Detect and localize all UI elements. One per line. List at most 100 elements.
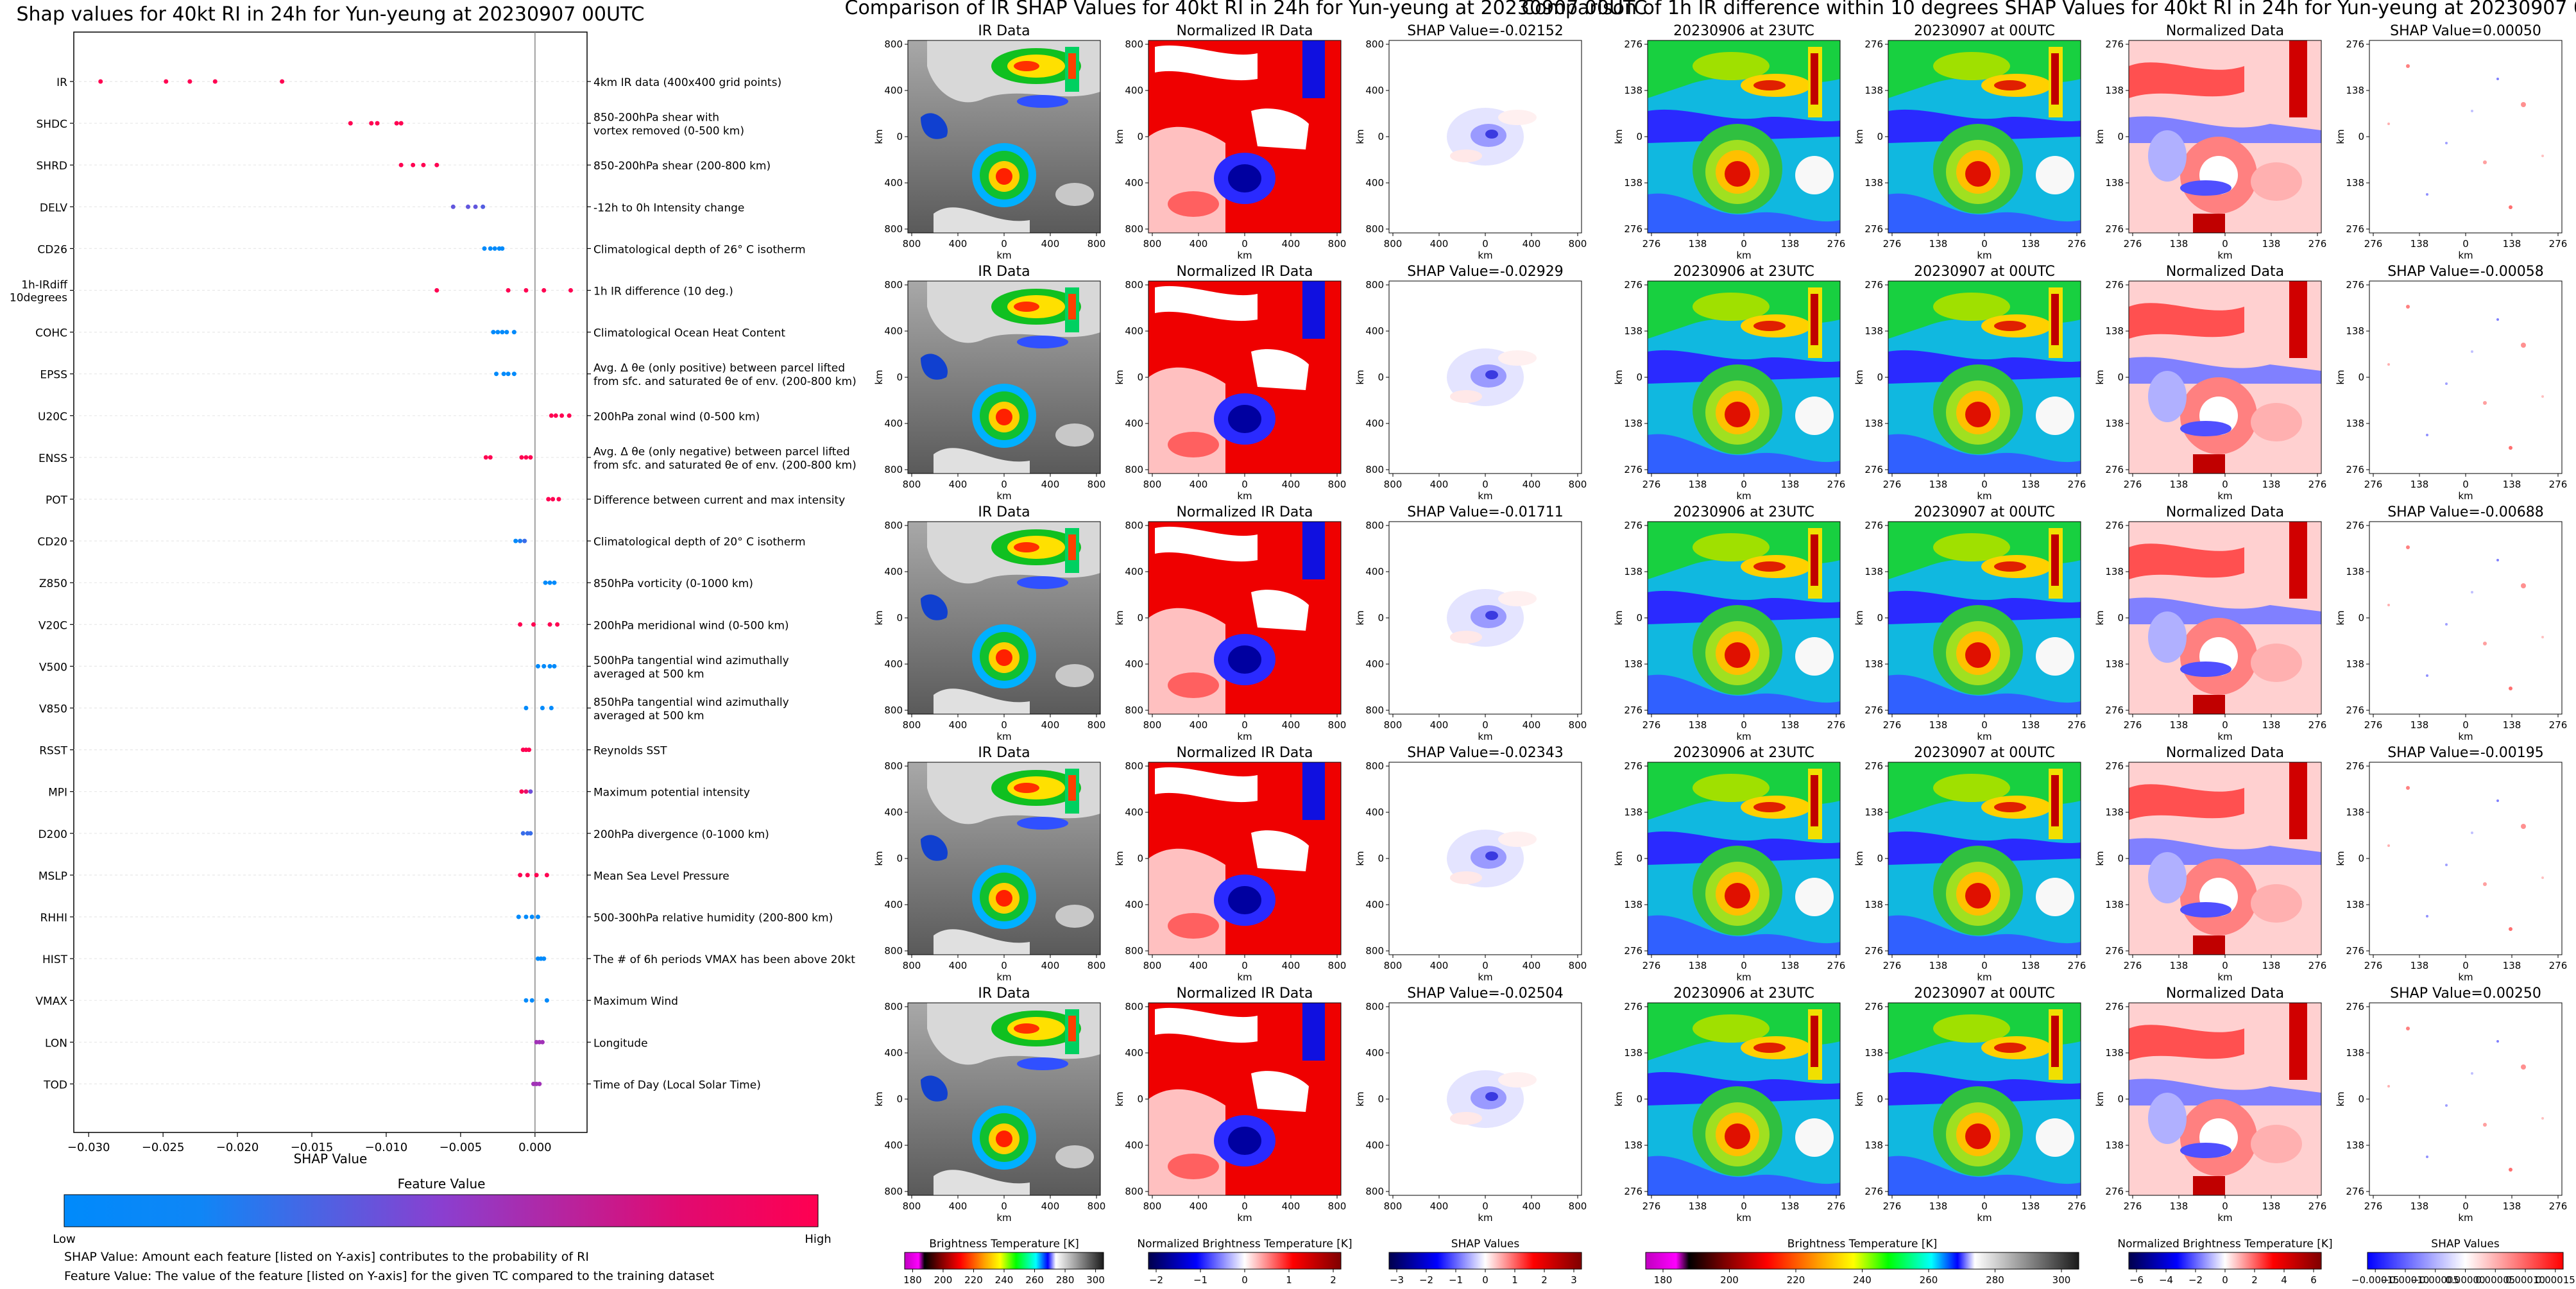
feature-name: EPSS xyxy=(40,369,67,382)
x-axis-label: km xyxy=(1237,490,1252,502)
y-tick-label: 400 xyxy=(1365,566,1384,577)
shap-point xyxy=(524,914,529,919)
x-tick-label: 0 xyxy=(2222,1200,2228,1212)
y-tick-label: 138 xyxy=(2346,658,2364,670)
y-axis-label: km xyxy=(2094,370,2106,384)
feature-name: CD20 xyxy=(37,536,67,549)
shap-point xyxy=(187,79,192,84)
x-tick-label: 400 xyxy=(1282,1200,1301,1212)
y-axis-label: km xyxy=(1613,129,1625,144)
x-tick-label: 0 xyxy=(2222,238,2228,250)
y-tick-label: 276 xyxy=(2105,520,2124,531)
x-tick-label: 800 xyxy=(1569,960,1587,971)
x-tick-label: 0 xyxy=(1001,479,1007,490)
x-tick-label: 138 xyxy=(1689,960,1707,971)
shap-point xyxy=(522,538,527,543)
subplot-title: IR Data xyxy=(978,23,1030,39)
feature-description: 200hPa divergence (0-1000 km) xyxy=(593,828,769,841)
heatmap-image xyxy=(1389,281,1582,474)
x-tick-label: 0 xyxy=(1741,238,1747,250)
heatmap-raster xyxy=(1389,281,1582,474)
x-tick-label: 800 xyxy=(903,719,921,731)
x-tick-label: 276 xyxy=(2124,960,2142,971)
x-axis-ticks: −0.030 −0.025 −0.020 −0.015 −0.010 −0.005 0.00… xyxy=(67,1132,552,1154)
shap-point xyxy=(542,663,547,669)
x-tick-label: 0 xyxy=(1482,238,1488,250)
feature-name: U20C xyxy=(38,411,67,423)
y-tick-label: 400 xyxy=(1125,1140,1143,1151)
x-axis-label: km xyxy=(2217,250,2232,261)
x-tick-label: 800 xyxy=(1569,719,1587,731)
y-tick-label: 0 xyxy=(2117,371,2124,383)
shap-point xyxy=(513,538,518,543)
x-tick-label: 138 xyxy=(2503,960,2521,971)
colorbar-tick-label: 4 xyxy=(2281,1274,2287,1286)
y-tick-label: 276 xyxy=(2346,464,2364,475)
y-tick-label: 800 xyxy=(1125,1001,1143,1012)
x-tick-label: 276 xyxy=(1642,960,1661,971)
x-tick-label: 138 xyxy=(2022,1200,2040,1212)
y-tick-label: 400 xyxy=(1365,325,1384,337)
y-tick-label: 276 xyxy=(1624,1001,1642,1012)
x-tick-label: 400 xyxy=(1190,238,1208,250)
y-tick-label: 800 xyxy=(1125,945,1143,957)
x-tick-label: 138 xyxy=(2503,238,2521,250)
subplot-title: IR Data xyxy=(978,504,1030,520)
heatmap-image xyxy=(2369,281,2562,474)
shap-point xyxy=(421,162,426,167)
feature-name: ENSS xyxy=(38,452,67,465)
x-tick-label: 800 xyxy=(1088,719,1106,731)
feature-name: COHC xyxy=(35,327,67,340)
colorbar-tick-label: 6 xyxy=(2310,1274,2317,1286)
shap-point xyxy=(434,162,439,167)
y-tick-label: 276 xyxy=(2346,704,2364,716)
x-tick-label: 276 xyxy=(2549,960,2568,971)
x-tick-label: 800 xyxy=(1328,1200,1347,1212)
colorbar-high-label: High xyxy=(805,1233,831,1246)
x-tick-label: 138 xyxy=(2022,479,2040,490)
y-tick-label: 0 xyxy=(1636,1093,1642,1105)
y-axis-label: km xyxy=(1114,610,1125,625)
y-tick-label: 276 xyxy=(1864,279,1883,291)
colorbar-tick-label: 0.00015 xyxy=(2536,1274,2575,1286)
x-tick-label: 0 xyxy=(1241,479,1248,490)
x-tick-label: 138 xyxy=(2022,960,2040,971)
shap-point xyxy=(481,204,486,209)
x-tick-label: 276 xyxy=(1883,238,1902,250)
y-tick-label: 400 xyxy=(1125,418,1143,429)
y-tick-label: 400 xyxy=(1365,658,1384,670)
ir-shap-panel: Comparison of IR SHAP Values for 40kt RI… xyxy=(845,0,1648,1224)
x-tick-label: 276 xyxy=(2124,479,2142,490)
x-tick-label: 276 xyxy=(2308,479,2327,490)
feature-description: 200hPa meridional wind (0-500 km) xyxy=(593,619,789,632)
shap-point xyxy=(465,204,470,209)
x-tick-label: 0 xyxy=(1482,479,1488,490)
feature-name: RHHI xyxy=(40,912,67,925)
x-tick-label: 800 xyxy=(1088,960,1106,971)
colorbar-tick-label: −0.00015 xyxy=(2351,1274,2400,1286)
feature-description: Climatological Ocean Heat Content xyxy=(593,327,785,340)
colorbar-tick-label: 240 xyxy=(995,1274,1014,1286)
x-tick-label: 138 xyxy=(1689,1200,1707,1212)
feature-description: Avg. Δ θe (only positive) between parcel… xyxy=(593,362,845,375)
x-tick-label: −0.015 xyxy=(291,1141,334,1154)
subplot-title: SHAP Value=-0.02929 xyxy=(1407,264,1564,280)
x-tick-label: 276 xyxy=(2124,1200,2142,1212)
heatmap-raster xyxy=(908,522,1100,714)
feature-description: 850hPa vorticity (0-1000 km) xyxy=(593,577,753,590)
feature-name: V500 xyxy=(39,661,67,674)
x-tick-label: 138 xyxy=(2410,1200,2429,1212)
irdiff-panel-title: Comparison of 1h IR difference within 10… xyxy=(1521,0,2576,19)
y-tick-label: 400 xyxy=(1365,1047,1384,1059)
heatmap-raster xyxy=(1888,40,2081,233)
y-tick-label: 800 xyxy=(1125,464,1143,475)
heatmap-raster xyxy=(2369,281,2562,474)
y-tick-label: 800 xyxy=(1365,223,1384,235)
shap-point xyxy=(549,706,554,710)
y-tick-label: 138 xyxy=(2105,325,2124,337)
y-axis-label: km xyxy=(1613,851,1625,866)
x-tick-label: 400 xyxy=(1041,1200,1060,1212)
x-tick-label: 276 xyxy=(2549,238,2568,250)
